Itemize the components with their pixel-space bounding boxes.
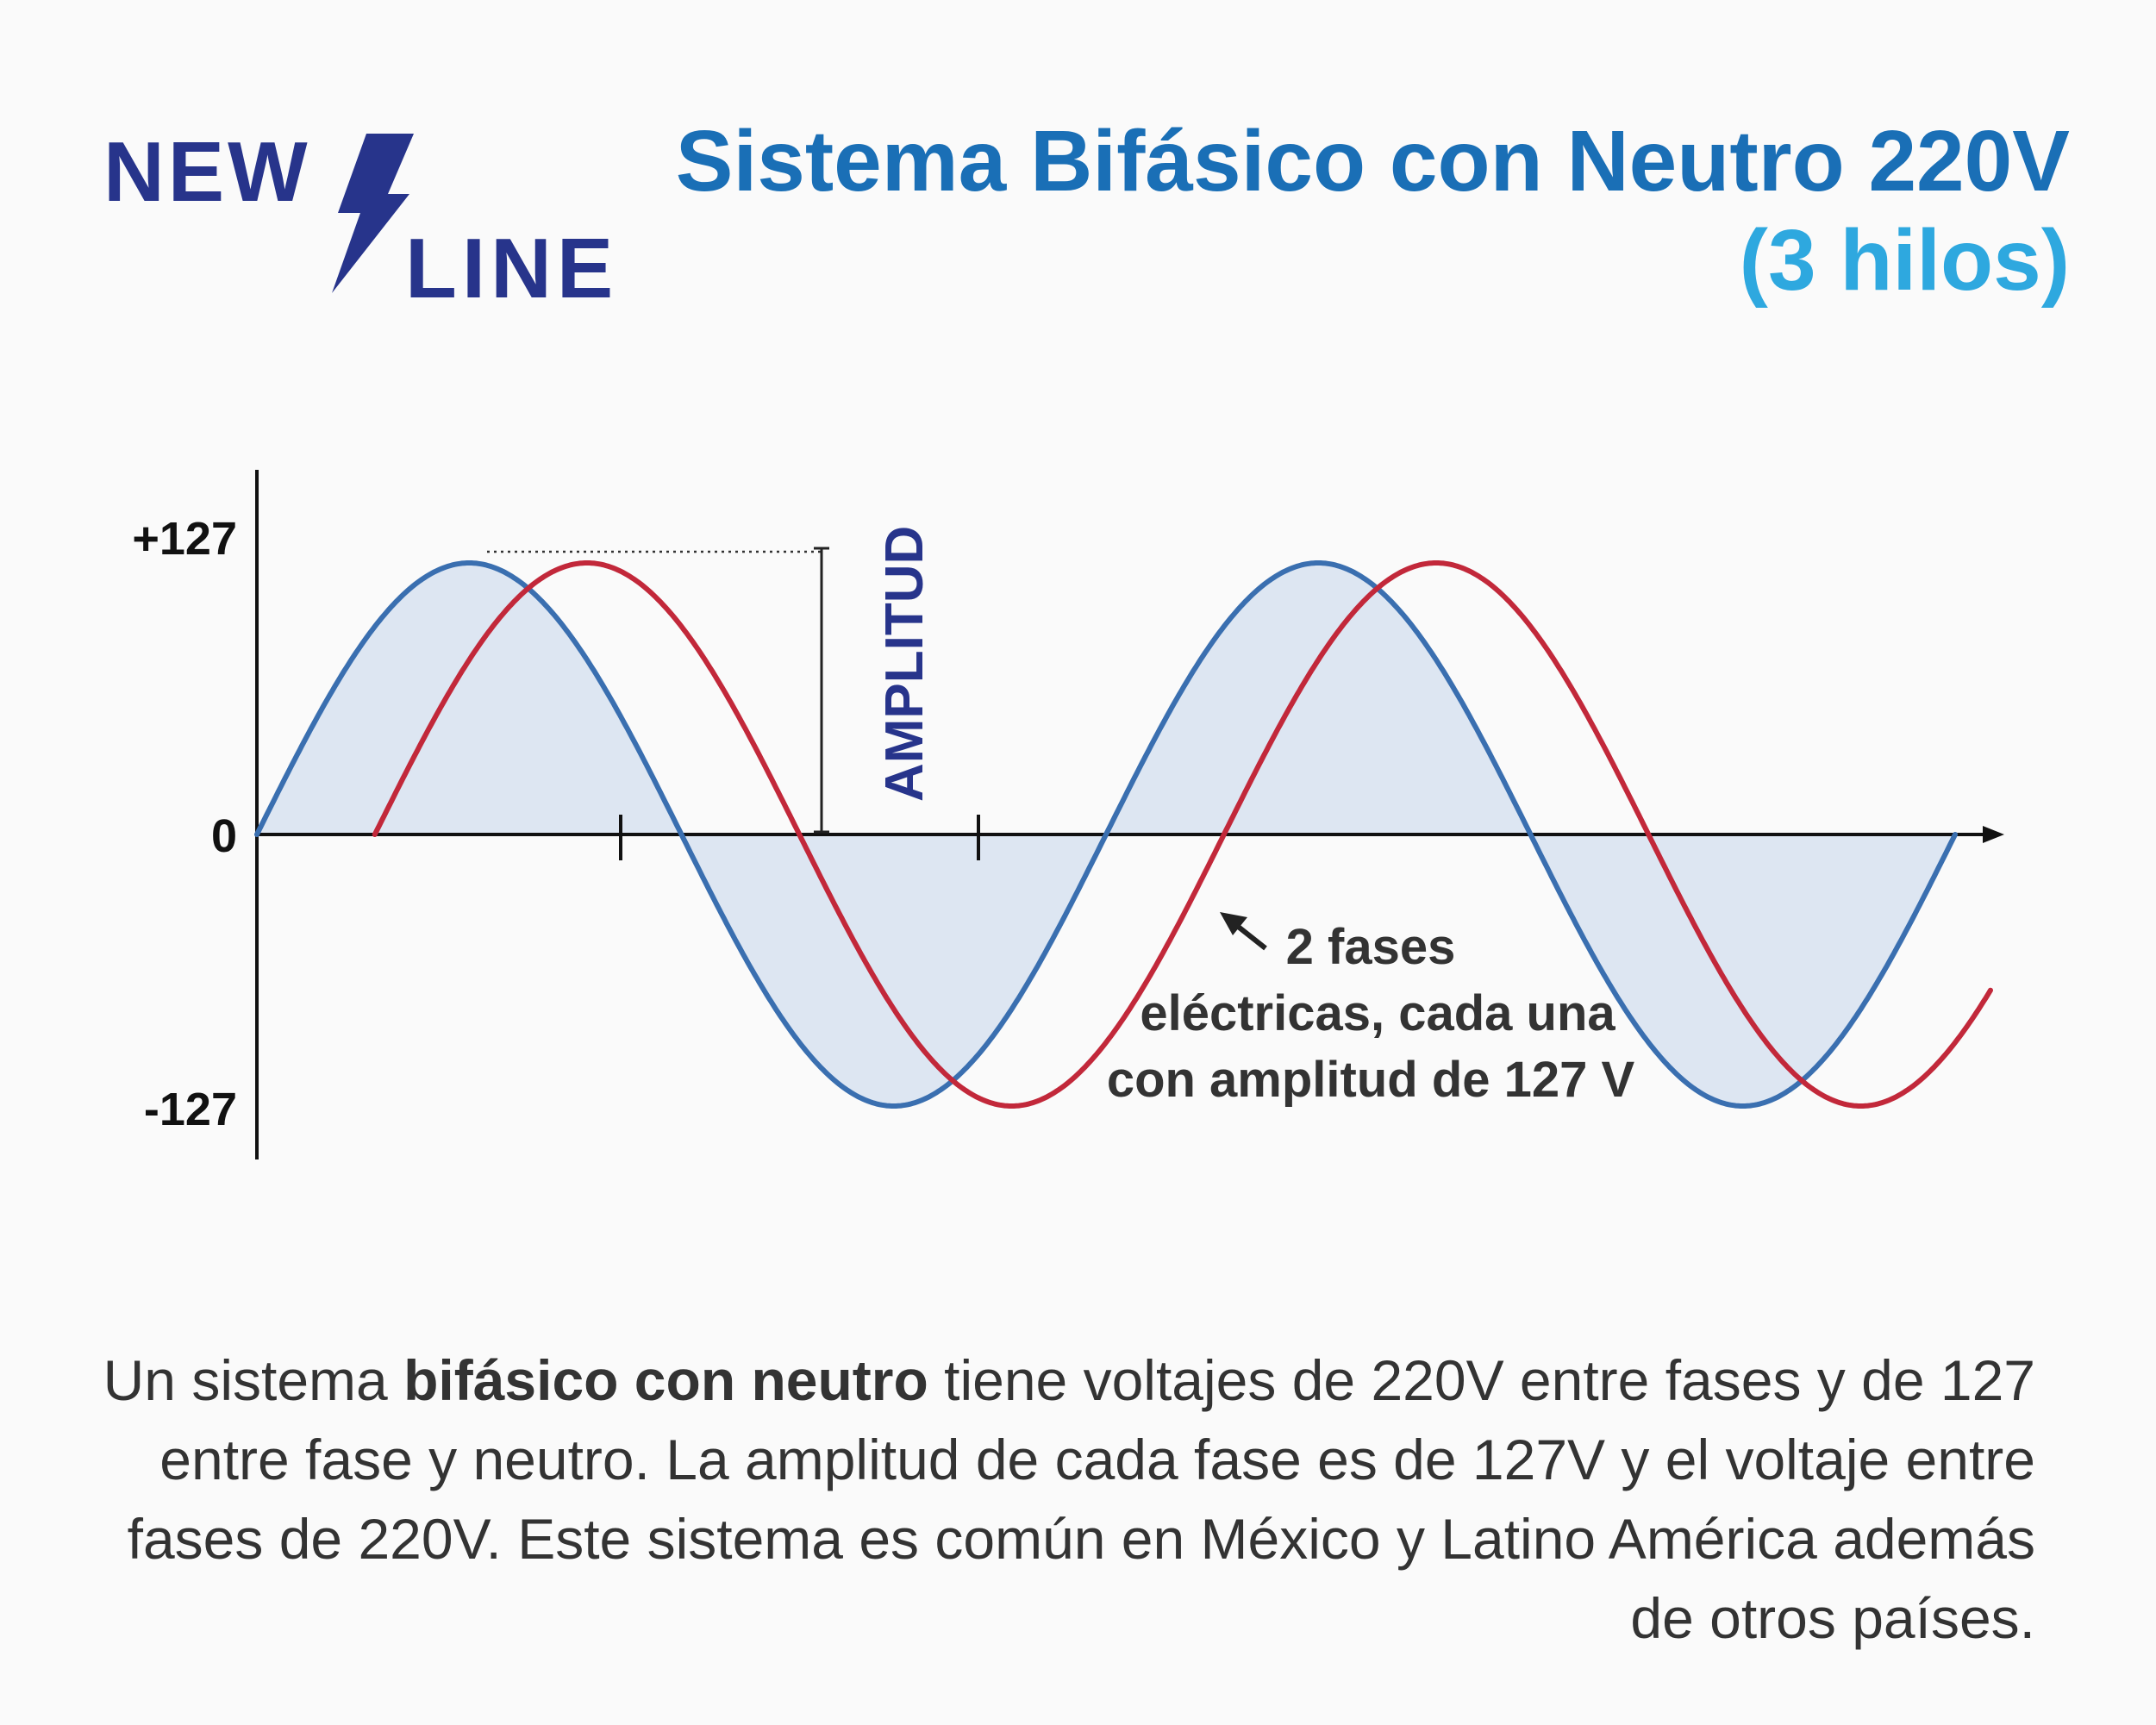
series-1-line <box>254 560 1958 1109</box>
curve-group <box>254 560 1993 1109</box>
lightning-bolt-icon <box>332 134 414 293</box>
amplitude-label: AMPLITUD <box>875 526 934 802</box>
annotation-arrow-icon <box>1220 912 1267 951</box>
description-caption: Un sistema bifásico con neutro tiene vol… <box>53 1341 2035 1658</box>
phases-note-line-1: 2 fases <box>1286 919 1456 975</box>
amplitude-marker <box>487 547 829 834</box>
logo-word-new: NEW <box>103 124 311 219</box>
title-main: Sistema Bifásico con Neutro 220V <box>675 113 2070 209</box>
caption-part-2: tiene voltajes de 220V entre fases y de … <box>127 1348 2035 1650</box>
y-tick-labels: +127 0 -127 <box>132 513 237 1135</box>
phases-note-line-3: con amplitud de 127 V <box>1107 1052 1635 1108</box>
chart-annotations: AMPLITUD 2 fases eléctricas, cada una co… <box>875 526 1634 1108</box>
page-title: Sistema Bifásico con Neutro 220V (3 hilo… <box>676 112 2070 310</box>
logo-word-line: LINE <box>405 221 619 316</box>
caption-part-1: Un sistema <box>103 1348 404 1412</box>
title-subtitle: (3 hilos) <box>1739 212 2070 309</box>
caption-bold: bifásico con neutro <box>403 1348 928 1412</box>
x-axis-arrow <box>1983 826 2004 843</box>
y-tick-label: -127 <box>144 1084 237 1135</box>
series-2-line <box>372 560 1993 1109</box>
axes-group <box>255 470 2004 1159</box>
phases-note-line-2: eléctricas, cada una <box>1140 985 1615 1041</box>
y-tick-label: +127 <box>132 513 237 565</box>
logo: NEW LINE <box>103 129 638 319</box>
y-tick-label: 0 <box>211 810 237 862</box>
